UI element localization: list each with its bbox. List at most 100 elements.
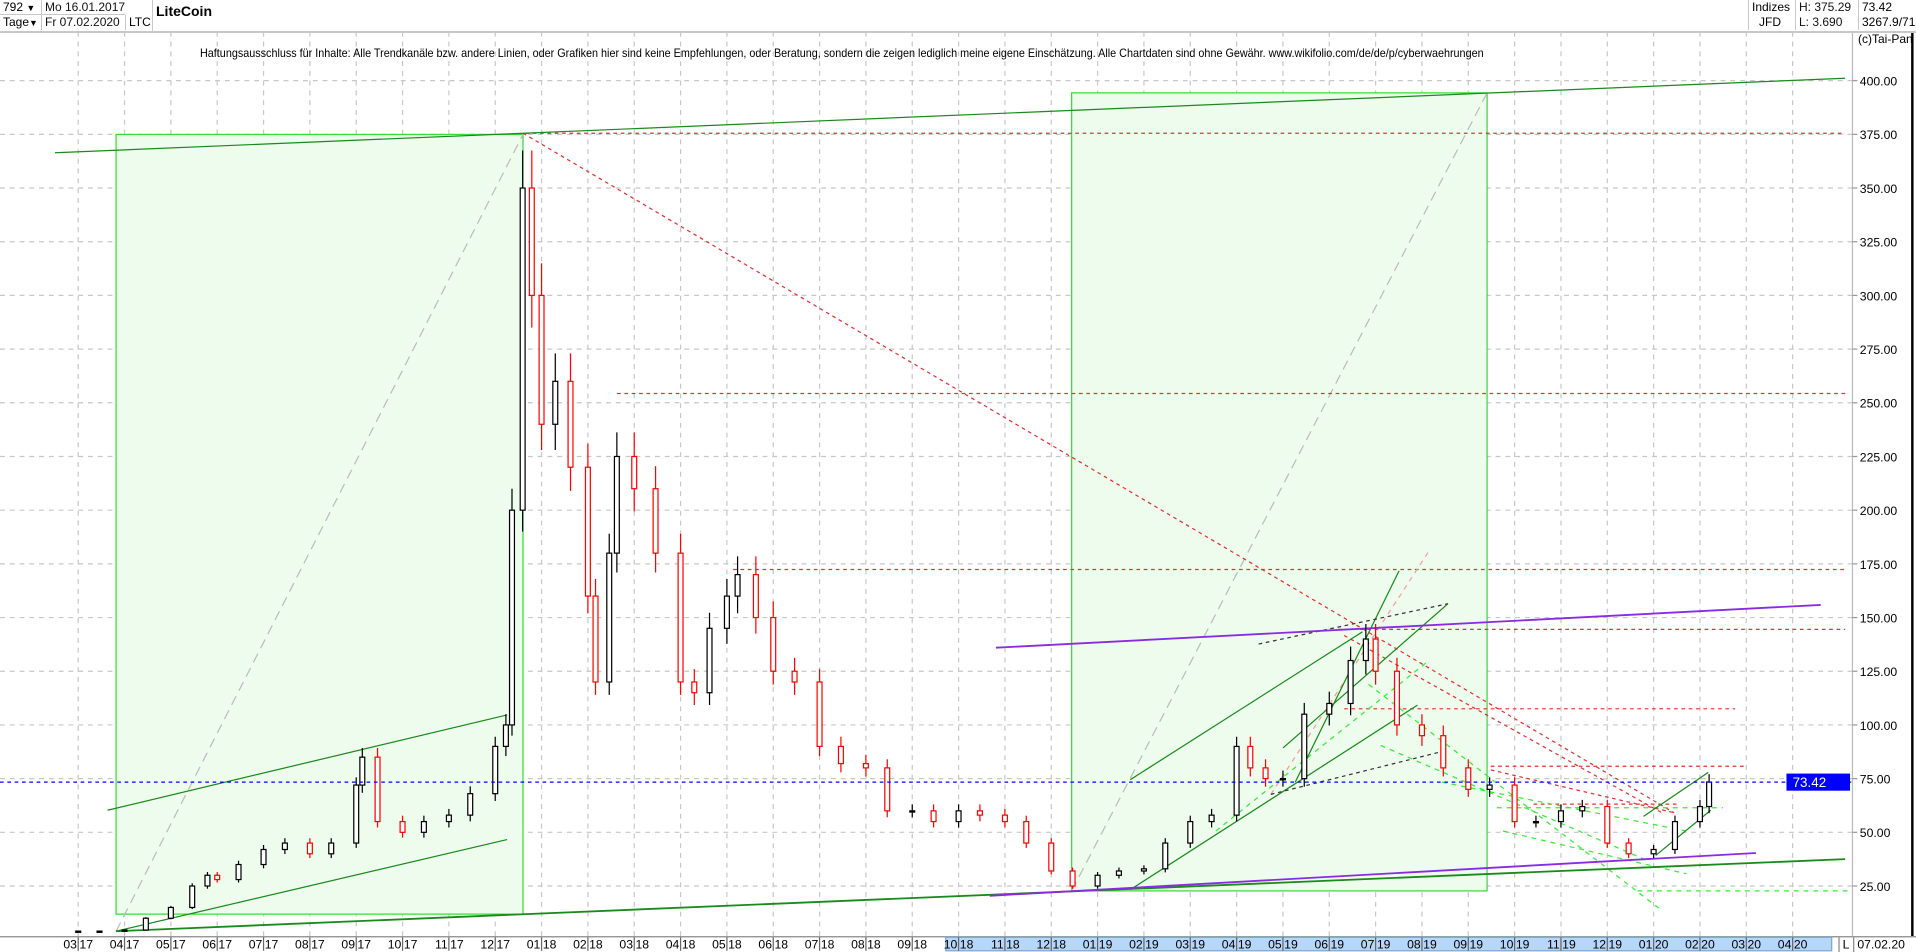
x-tick-year: 18 [728, 937, 742, 951]
channel-2019 [1129, 631, 1363, 781]
x-tick-month: 04 [110, 937, 124, 951]
candle-down [584, 466, 591, 597]
downtrend-line [1490, 769, 1675, 814]
candle-up [1706, 781, 1713, 808]
x-tick-month: 06 [1314, 937, 1328, 951]
candle-down [374, 756, 381, 823]
header-bar: 792 ▼ Tage▼ Mo 16.01.2017 Fr 07.02.2020 … [0, 0, 1916, 33]
disclaimer-text: Haftungsausschluss für Inhalte: Alle Tre… [200, 46, 1484, 60]
candle-down [1393, 670, 1401, 726]
candle-up [1650, 848, 1657, 855]
candle-down [1465, 767, 1472, 790]
candle-up [420, 820, 427, 833]
last-price-tag [1786, 773, 1851, 791]
candle-down [770, 616, 777, 672]
candle-up [1557, 810, 1565, 823]
candle-down [1001, 814, 1008, 823]
candle-down [1262, 767, 1269, 780]
lower-long-trendline [116, 858, 1846, 933]
channel-2019 [1282, 603, 1449, 749]
x-axis-selection[interactable] [945, 936, 1833, 952]
x-tick-year: 19 [1145, 937, 1159, 951]
last-price-tag-text: 73.42 [1793, 775, 1827, 790]
x-tick-month: 03 [1175, 937, 1189, 951]
y-tick-label: 250.00 [1860, 397, 1898, 411]
x-tick-year: 19 [1330, 937, 1344, 951]
candle-up [1671, 820, 1679, 851]
x-tick-year: 19 [1377, 937, 1391, 951]
x-tick-year: 20 [1655, 937, 1669, 951]
last-value: 73.42 [1858, 0, 1916, 15]
candle-down [1069, 870, 1076, 887]
y-tick-label: 50.00 [1860, 826, 1891, 840]
candle-up [1696, 805, 1704, 823]
channel-upper-2017 [107, 714, 508, 811]
x-tick-month: 01 [527, 937, 541, 951]
candle-down [837, 745, 844, 765]
candle-down [1418, 724, 1426, 737]
y-tick-label: 175.00 [1860, 558, 1898, 572]
y-tick-label: 75.00 [1860, 773, 1891, 787]
candle-down [1440, 735, 1447, 769]
x-tick-year: 20 [1748, 937, 1762, 951]
candle-up [1279, 778, 1286, 781]
candles [75, 150, 1713, 933]
x-tick-month: 06 [758, 937, 772, 951]
candle-down [631, 455, 638, 490]
x-tick-year: 17 [496, 937, 510, 951]
candle-up [189, 885, 196, 909]
date-from[interactable]: Mo 16.01.2017 [41, 0, 125, 15]
x-tick-year: 17 [311, 937, 325, 951]
y-tick-label: 300.00 [1860, 289, 1898, 303]
candle-up [142, 917, 149, 931]
scale-mode[interactable]: L [1843, 937, 1850, 951]
period-value: Tage [3, 15, 30, 29]
x-tick-year: 19 [1562, 937, 1576, 951]
candle-up [519, 187, 526, 511]
x-tick-month: 02 [1685, 937, 1699, 951]
candle-up [75, 930, 82, 933]
candle-down [567, 380, 574, 468]
candle-down [677, 552, 684, 683]
x-tick-month: 03 [63, 937, 77, 951]
x-tick-month: 05 [712, 937, 726, 951]
candle-up [1326, 702, 1333, 715]
analysis-box-2017[interactable] [115, 133, 524, 915]
period-dropdown[interactable]: Tage▼ [0, 15, 41, 30]
bar-count-dropdown[interactable]: 792 ▼ [0, 0, 41, 15]
candle-down [1023, 820, 1030, 844]
x-tick-month: 12 [480, 937, 494, 951]
y-tick-label: 150.00 [1860, 611, 1898, 625]
x-tick-month: 01 [1083, 937, 1097, 951]
candle-up [121, 929, 128, 932]
x-tick-month: 12 [1036, 937, 1050, 951]
candle-up [445, 814, 452, 823]
candle-up [909, 810, 916, 813]
x-tick-year: 17 [218, 937, 232, 951]
x-tick-year: 20 [1701, 937, 1715, 951]
footer-date: 07.02.20 [1857, 937, 1905, 951]
x-tick-year: 18 [960, 937, 974, 951]
candle-up [734, 573, 741, 597]
candle-down [884, 767, 891, 812]
extra-value: 3267.9/71 [1858, 15, 1916, 30]
x-axis: 03 17 04 17 05 17 06 17 07 17 08 17 09 17 10 17 11 17 12 17… [63, 937, 1807, 951]
x-tick-year: 18 [589, 937, 603, 951]
y-tick-label: 375.00 [1860, 128, 1898, 142]
channel-2020 [1643, 771, 1709, 817]
date-to[interactable]: Fr 07.02.2020 [41, 15, 125, 30]
bar-count-value: 792 [3, 0, 24, 14]
candle-down [214, 874, 221, 881]
x-tick-year: 19 [1423, 937, 1437, 951]
candle-up [1140, 868, 1147, 872]
x-tick-year: 20 [1794, 937, 1808, 951]
candle-up [1233, 745, 1240, 816]
x-tick-year: 17 [357, 937, 371, 951]
x-tick-month: 02 [573, 937, 587, 951]
candle-up [1347, 659, 1354, 705]
y-tick-label: 350.00 [1860, 182, 1898, 196]
x-tick-year: 19 [1191, 937, 1205, 951]
y-tick-label: 25.00 [1860, 880, 1891, 894]
channel-2019 [1294, 570, 1400, 783]
